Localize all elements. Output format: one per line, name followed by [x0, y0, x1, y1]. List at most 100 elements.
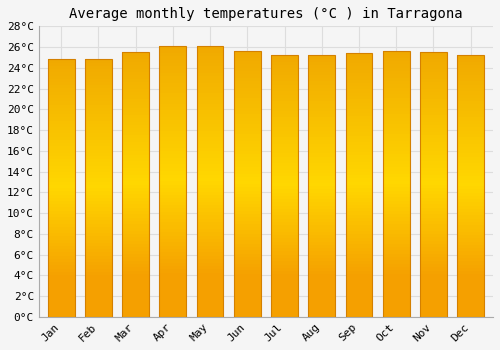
Bar — [48, 92, 74, 95]
Bar — [160, 60, 186, 63]
Bar — [271, 121, 298, 124]
Bar — [420, 115, 447, 118]
Bar — [271, 235, 298, 238]
Bar — [346, 277, 372, 281]
Bar — [346, 238, 372, 241]
Bar — [346, 185, 372, 188]
Bar — [271, 245, 298, 248]
Bar — [122, 69, 149, 72]
Bar — [160, 296, 186, 300]
Bar — [383, 194, 409, 197]
Bar — [85, 127, 112, 130]
Bar — [458, 225, 484, 229]
Bar — [308, 150, 335, 153]
Bar — [346, 211, 372, 215]
Bar — [122, 112, 149, 115]
Bar — [420, 95, 447, 98]
Bar — [85, 281, 112, 285]
Bar — [48, 69, 74, 72]
Bar — [234, 207, 260, 211]
Bar — [346, 182, 372, 185]
Bar — [346, 86, 372, 90]
Bar — [458, 104, 484, 108]
Bar — [234, 94, 260, 98]
Bar — [420, 251, 447, 254]
Bar — [85, 114, 112, 117]
Bar — [48, 281, 74, 285]
Bar — [420, 241, 447, 244]
Bar — [346, 300, 372, 304]
Bar — [458, 202, 484, 206]
Bar — [420, 52, 447, 56]
Bar — [122, 208, 149, 211]
Bar — [122, 59, 149, 62]
Bar — [420, 108, 447, 112]
Bar — [346, 109, 372, 113]
Bar — [234, 78, 260, 81]
Bar — [308, 235, 335, 238]
Bar — [271, 58, 298, 62]
Bar — [271, 160, 298, 163]
Bar — [420, 82, 447, 85]
Bar — [346, 165, 372, 169]
Bar — [196, 80, 224, 83]
Bar — [383, 260, 409, 264]
Bar — [271, 118, 298, 121]
Bar — [196, 49, 224, 53]
Bar — [48, 172, 74, 175]
Bar — [458, 183, 484, 186]
Bar — [196, 134, 224, 138]
Bar — [85, 162, 112, 166]
Bar — [420, 218, 447, 221]
Bar — [48, 204, 74, 208]
Bar — [346, 274, 372, 277]
Bar — [85, 259, 112, 262]
Bar — [383, 303, 409, 307]
Bar — [271, 134, 298, 137]
Bar — [122, 214, 149, 218]
Bar — [383, 254, 409, 257]
Bar — [308, 199, 335, 202]
Bar — [48, 262, 74, 265]
Bar — [48, 275, 74, 278]
Bar — [346, 287, 372, 290]
Bar — [308, 251, 335, 255]
Bar — [458, 287, 484, 290]
Bar — [271, 157, 298, 160]
Bar — [196, 212, 224, 215]
Bar — [271, 72, 298, 75]
Bar — [122, 118, 149, 122]
Bar — [122, 92, 149, 95]
Bar — [271, 78, 298, 82]
Bar — [383, 231, 409, 234]
Bar — [234, 204, 260, 207]
Bar — [234, 217, 260, 220]
Bar — [346, 155, 372, 159]
Bar — [308, 212, 335, 216]
Bar — [48, 211, 74, 214]
Bar — [234, 264, 260, 267]
Bar — [383, 224, 409, 227]
Bar — [160, 195, 186, 198]
Bar — [383, 94, 409, 98]
Bar — [85, 89, 112, 92]
Bar — [346, 241, 372, 244]
Bar — [48, 314, 74, 317]
Bar — [271, 278, 298, 281]
Bar — [308, 121, 335, 124]
Bar — [346, 66, 372, 70]
Bar — [308, 219, 335, 222]
Bar — [346, 126, 372, 129]
Bar — [85, 208, 112, 211]
Bar — [308, 278, 335, 281]
Bar — [383, 234, 409, 237]
Bar — [85, 185, 112, 188]
Bar — [85, 246, 112, 249]
Bar — [85, 105, 112, 108]
Bar — [346, 218, 372, 221]
Bar — [122, 128, 149, 132]
Bar — [458, 88, 484, 91]
Bar — [308, 186, 335, 189]
Bar — [234, 84, 260, 88]
Bar — [160, 273, 186, 276]
